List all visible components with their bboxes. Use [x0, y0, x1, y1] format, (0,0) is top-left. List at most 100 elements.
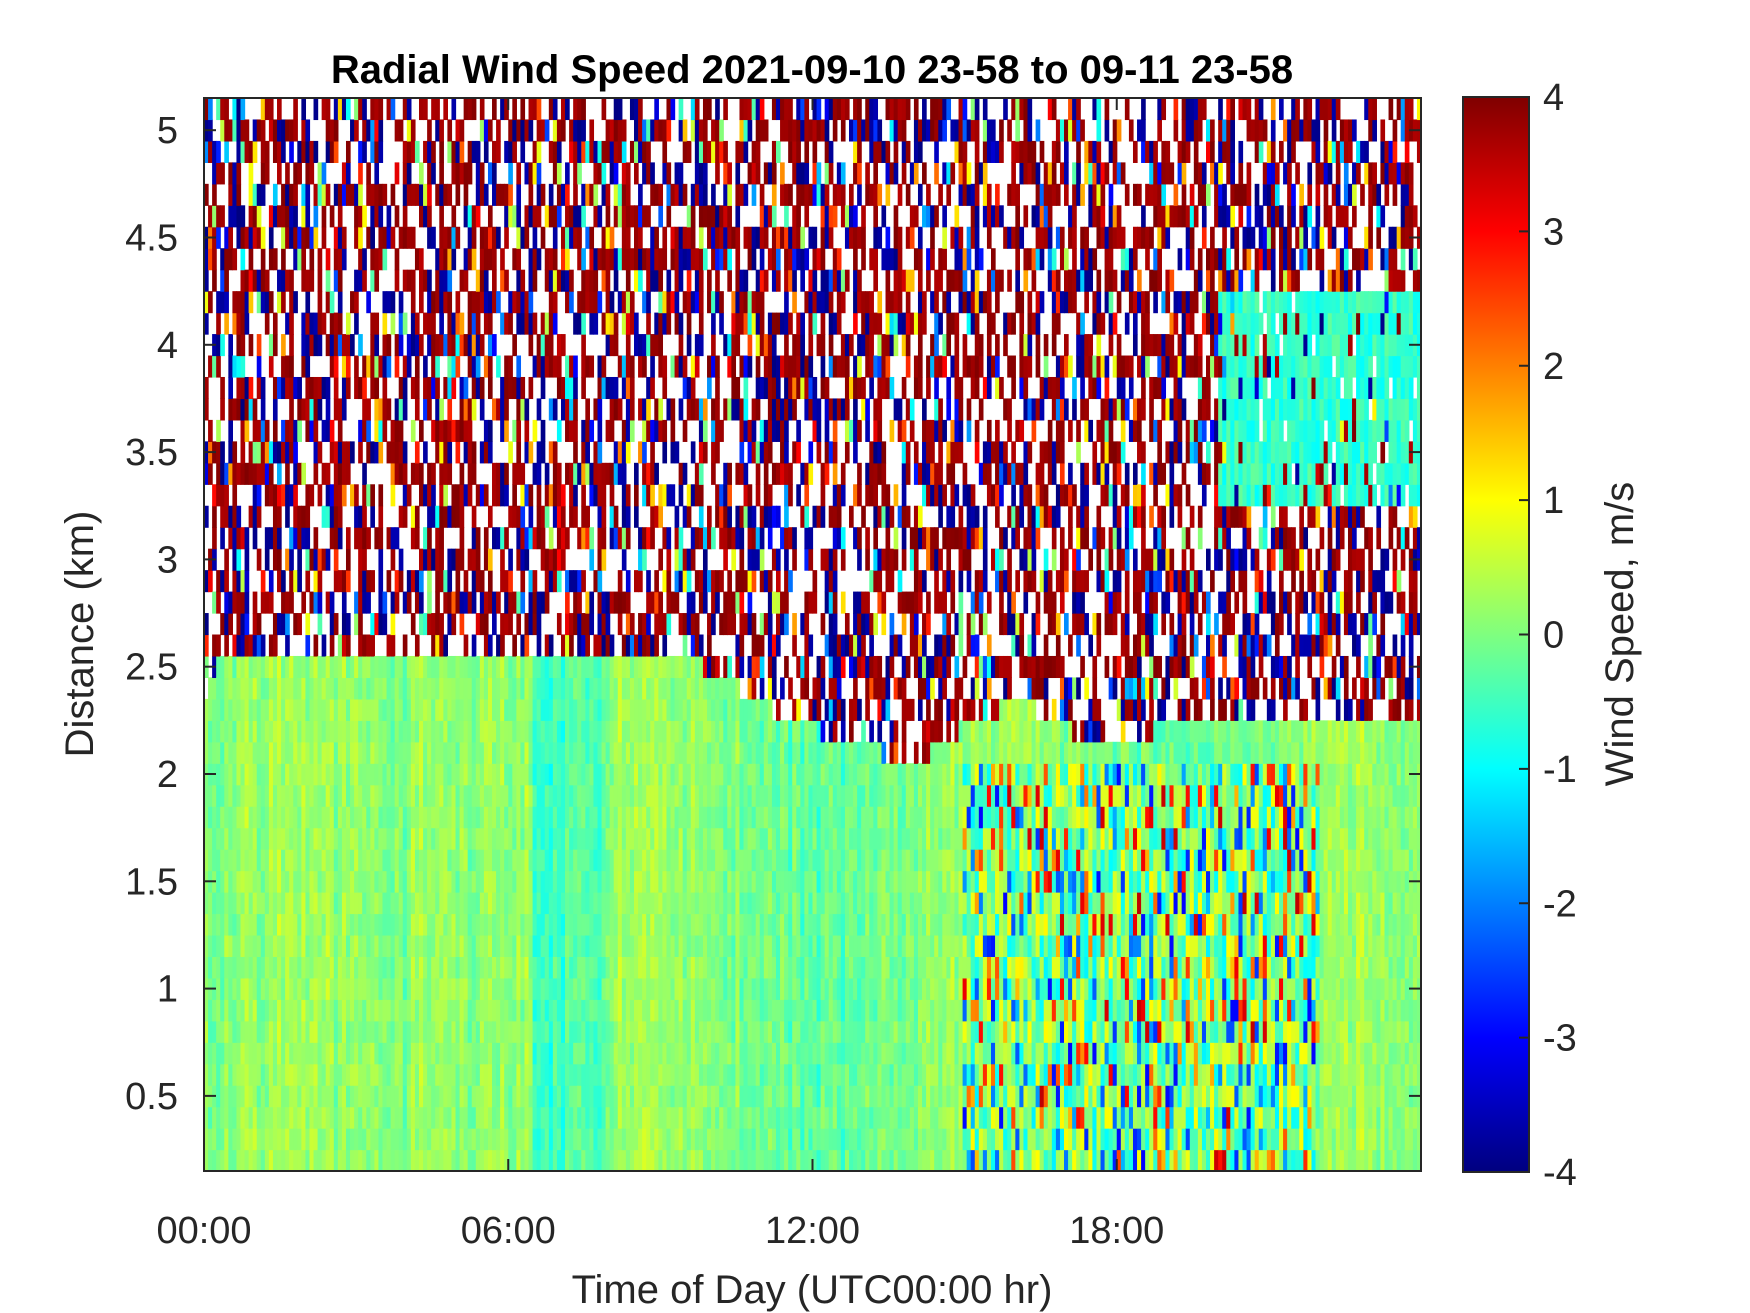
heatmap-cell [354, 376, 359, 400]
heatmap-cell [419, 870, 424, 893]
heatmap-cell [228, 505, 233, 528]
heatmap-cell [293, 741, 298, 764]
heatmap-cell [678, 934, 684, 957]
heatmap-cell [573, 183, 578, 206]
heatmap-cell [337, 698, 343, 721]
heatmap-cell [212, 634, 217, 657]
heatmap-cell [629, 398, 635, 421]
heatmap-cell [398, 763, 404, 786]
heatmap-cell [337, 441, 343, 464]
heatmap-cell [256, 956, 262, 979]
heatmap-cell [496, 677, 501, 700]
heatmap-cell [321, 1106, 327, 1129]
heatmap-cell [402, 634, 408, 657]
heatmap-cell [345, 1042, 351, 1065]
heatmap-cell [520, 977, 526, 1000]
heatmap-cell [646, 1020, 651, 1043]
heatmap-cell [289, 763, 294, 786]
heatmap-cell [492, 913, 497, 936]
heatmap-cell [556, 355, 562, 378]
heatmap-cell [455, 505, 461, 528]
heatmap-cell [301, 1085, 307, 1108]
heatmap-cell [492, 956, 497, 979]
heatmap-cell [297, 1149, 302, 1172]
heatmap-cell [589, 613, 595, 636]
heatmap-cell [621, 698, 627, 721]
heatmap-cell [321, 548, 327, 571]
heatmap-cell [471, 1128, 477, 1151]
heatmap-cell [285, 913, 290, 936]
heatmap-cell [532, 162, 538, 185]
heatmap-cell [406, 1085, 412, 1108]
heatmap-cell [658, 334, 664, 357]
heatmap-cell [678, 462, 684, 485]
heatmap-cell [289, 870, 294, 893]
heatmap-cell [220, 1063, 225, 1086]
heatmap-cell [585, 1149, 590, 1172]
heatmap-cell [423, 913, 428, 936]
heatmap-cell [435, 934, 440, 957]
heatmap-cell [309, 870, 315, 893]
heatmap-cell [483, 1149, 489, 1172]
heatmap-cell [634, 849, 639, 872]
heatmap-cell [317, 1128, 323, 1151]
heatmap-cell [358, 977, 363, 1000]
heatmap-cell [252, 849, 258, 872]
heatmap-cell [277, 741, 282, 764]
heatmap-cell [256, 784, 262, 807]
heatmap-cell [301, 913, 307, 936]
heatmap-cell [670, 591, 676, 614]
heatmap-cell [305, 334, 311, 357]
heatmap-cell [398, 677, 404, 700]
heatmap-cell [402, 870, 408, 893]
heatmap-cell [642, 613, 647, 636]
heatmap-cell [694, 956, 700, 979]
heatmap-cell [548, 269, 554, 292]
heatmap-cell [475, 806, 481, 829]
heatmap-cell [325, 806, 331, 829]
heatmap-cell [520, 312, 526, 335]
heatmap-cell [601, 999, 607, 1022]
heatmap-cell [544, 999, 550, 1022]
heatmap-cell [650, 1149, 655, 1172]
heatmap-cell [634, 677, 639, 700]
heatmap-cell [642, 355, 647, 378]
heatmap-cell [366, 999, 371, 1022]
heatmap-cell [305, 677, 311, 700]
heatmap-cell [504, 98, 509, 121]
heatmap-cell [285, 441, 290, 464]
heatmap-cell [609, 419, 615, 442]
heatmap-cell [674, 269, 680, 292]
heatmap-cell [694, 934, 700, 957]
heatmap-cell [443, 827, 448, 850]
heatmap-cell [621, 462, 627, 485]
heatmap-cell [504, 999, 509, 1022]
heatmap-cell [605, 1149, 611, 1172]
heatmap-cell [374, 677, 380, 700]
heatmap-cell [447, 1063, 453, 1086]
heatmap-cell [354, 1106, 359, 1129]
heatmap-cell [496, 1085, 501, 1108]
heatmap-cell [565, 613, 570, 636]
heatmap-cell [548, 1085, 554, 1108]
heatmap-cell [224, 956, 229, 979]
heatmap-cell [260, 419, 266, 442]
heatmap-cell [625, 248, 631, 271]
heatmap-cell [678, 1020, 684, 1043]
heatmap-cell [455, 591, 461, 614]
heatmap-cell [285, 591, 290, 614]
heatmap-cell [268, 784, 274, 807]
heatmap-cell [646, 334, 651, 357]
heatmap-cell [264, 484, 270, 507]
heatmap-cell [382, 1128, 388, 1151]
heatmap-cell [216, 98, 221, 121]
heatmap-cell [613, 376, 619, 400]
heatmap-cell [686, 548, 692, 571]
heatmap-cell [475, 913, 481, 936]
heatmap-cell [524, 892, 530, 915]
heatmap-cell [459, 999, 465, 1022]
heatmap-cell [597, 441, 603, 464]
heatmap-cell [455, 291, 461, 314]
heatmap-cell [386, 977, 392, 1000]
heatmap-cell [621, 934, 627, 957]
